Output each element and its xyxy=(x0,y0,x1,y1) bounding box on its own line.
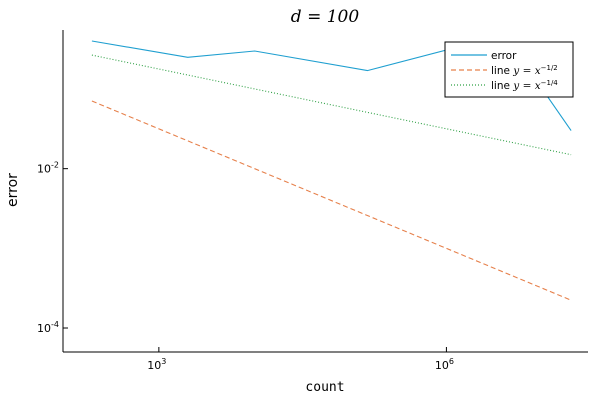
legend-label-1: error xyxy=(491,50,517,62)
y-axis-title: error xyxy=(5,173,21,207)
legend-items: error line y = x−1/2 line y = x−1/4 xyxy=(451,50,558,92)
legend-label-3: line y = x−1/4 xyxy=(491,79,558,92)
series-line-2 xyxy=(91,100,572,301)
x-tick-label: 103 xyxy=(147,357,166,372)
y-tick-label: 10-4 xyxy=(37,320,59,335)
ticks: 103 106 10-4 10-2 xyxy=(37,161,454,372)
legend: error line y = x−1/2 line y = x−1/4 xyxy=(444,41,574,98)
y-tick-label: 10-2 xyxy=(37,161,59,176)
legend-box xyxy=(444,41,574,98)
chart-title: d = 100 xyxy=(291,7,360,27)
series-line-3 xyxy=(91,54,572,156)
x-tick-label: 106 xyxy=(435,357,454,372)
x-axis-title: count xyxy=(305,380,344,395)
legend-label-2: line y = x−1/2 xyxy=(491,64,558,77)
axes xyxy=(62,30,588,353)
